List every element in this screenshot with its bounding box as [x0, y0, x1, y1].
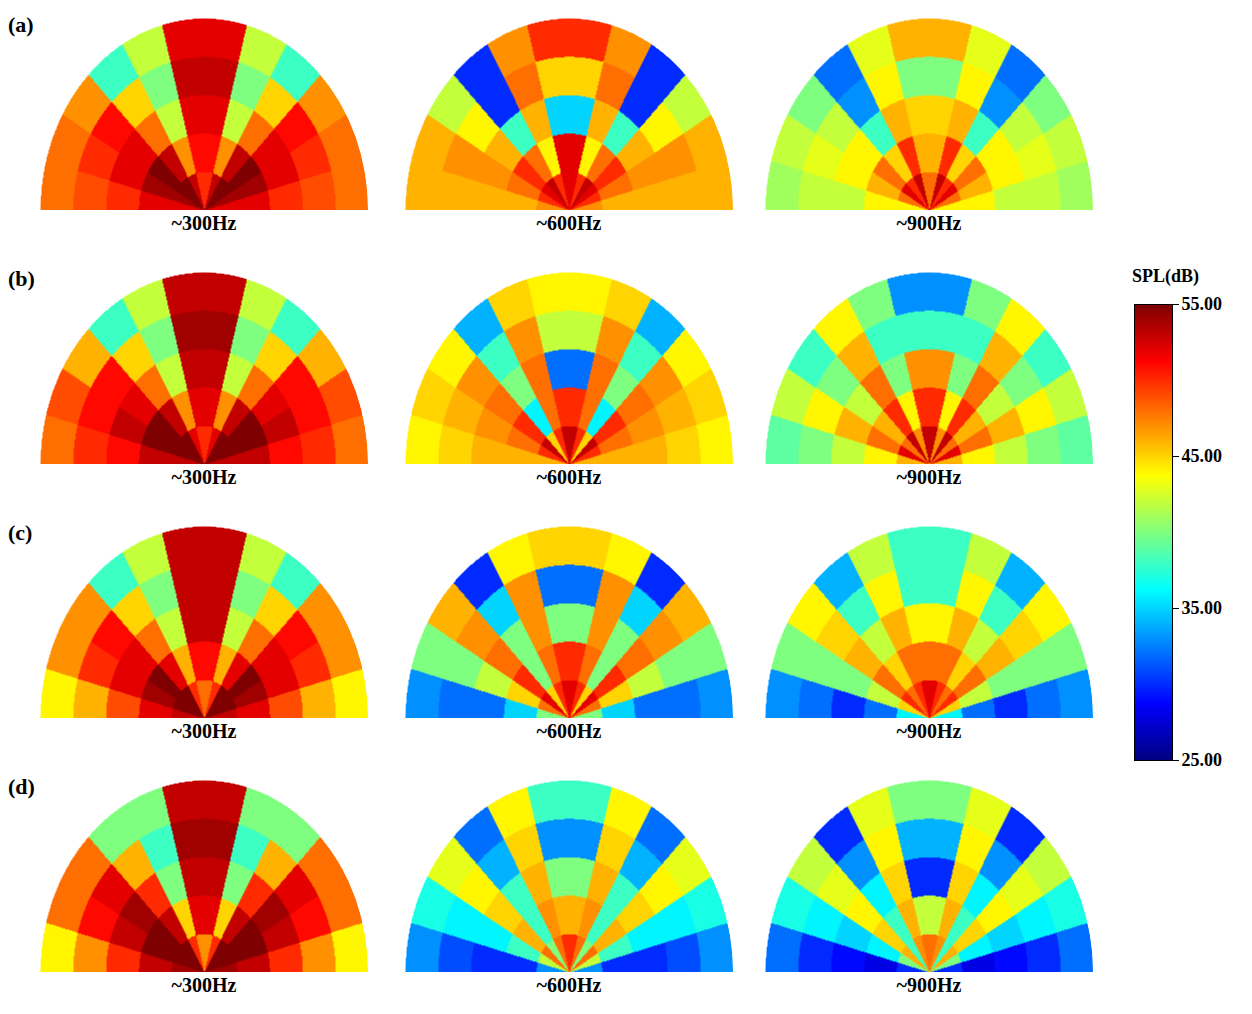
- html-text:~300Hz: ~300Hz: [171, 974, 237, 996]
- html-text:~300Hz: ~300Hz: [171, 212, 237, 234]
- html-text:(d): (d): [8, 774, 35, 799]
- html-text:~600Hz: ~600Hz: [536, 212, 602, 234]
- html-text:~900Hz: ~900Hz: [896, 466, 962, 488]
- html-text:~600Hz: ~600Hz: [536, 466, 602, 488]
- html-text:~600Hz: ~600Hz: [536, 720, 602, 742]
- html-text:~600Hz: ~600Hz: [536, 974, 602, 996]
- svg-text:45.00: 45.00: [1182, 446, 1223, 466]
- html-text:(b): (b): [8, 266, 35, 291]
- html-text:~900Hz: ~900Hz: [896, 720, 962, 742]
- html-text:~900Hz: ~900Hz: [896, 212, 962, 234]
- svg-text:25.00: 25.00: [1182, 750, 1223, 770]
- html-text:(c): (c): [8, 520, 33, 545]
- html-text:(a): (a): [8, 12, 34, 37]
- html-text:~300Hz: ~300Hz: [171, 720, 237, 742]
- html-text:~300Hz: ~300Hz: [171, 466, 237, 488]
- html-text:~900Hz: ~900Hz: [896, 974, 962, 996]
- html-text:SPL(dB): SPL(dB): [1132, 266, 1199, 286]
- svg-text:35.00: 35.00: [1182, 598, 1223, 618]
- svg-text:55.00: 55.00: [1182, 294, 1223, 314]
